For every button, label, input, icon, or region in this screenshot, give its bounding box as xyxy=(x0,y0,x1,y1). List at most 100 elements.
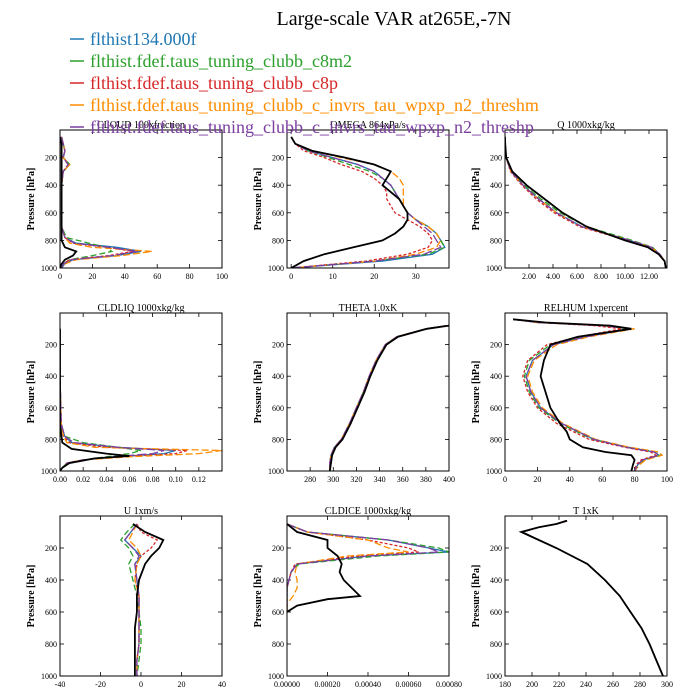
y-tick-label: 400 xyxy=(272,181,284,190)
x-tick-label: 20 xyxy=(88,272,96,281)
y-tick-label: 1000 xyxy=(268,467,284,476)
y-tick-label: 600 xyxy=(272,608,284,617)
x-tick-label: 320 xyxy=(350,475,362,484)
x-tick-label: 0.00000 xyxy=(274,680,300,689)
y-axis-label: Pressure [hPa] xyxy=(253,361,264,424)
y-tick-label: 800 xyxy=(272,640,284,649)
x-tick-label: 0.00020 xyxy=(315,680,341,689)
panel-frame xyxy=(286,129,450,269)
x-tick-label: 0.08 xyxy=(146,475,160,484)
y-tick-label: 1000 xyxy=(486,264,502,273)
y-tick-label: 200 xyxy=(272,341,284,350)
series-line-1 xyxy=(505,136,667,268)
y-tick-label: 800 xyxy=(45,236,57,245)
series-line-4 xyxy=(520,520,664,676)
x-tick-label: 0.02 xyxy=(76,475,90,484)
panel-title: CLDLIQ 1000xkg/kg xyxy=(98,303,185,314)
y-tick-label: 600 xyxy=(490,404,502,413)
y-tick-label: 1000 xyxy=(486,467,502,476)
y-tick-label: 600 xyxy=(490,209,502,218)
y-axis-label: Pressure [hPa] xyxy=(253,168,264,231)
x-tick-label: 340 xyxy=(374,475,386,484)
x-tick-label: 380 xyxy=(420,475,432,484)
x-tick-label: 180 xyxy=(499,680,511,689)
y-tick-label: 800 xyxy=(272,236,284,245)
series-line-5 xyxy=(329,324,447,471)
x-tick-label: 20 xyxy=(370,272,378,281)
legend-entry: flthist.fdef.taus_tuning_clubb_c8m2 xyxy=(90,51,352,71)
legend-entry: flthist134.000f xyxy=(90,29,197,49)
panel-frame xyxy=(59,515,223,677)
x-tick-label: 20 xyxy=(178,680,186,689)
panel-title: CLOUD 100xfraction xyxy=(97,120,185,131)
x-tick-label: -20 xyxy=(95,680,106,689)
x-tick-label: 360 xyxy=(397,475,409,484)
y-tick-label: 1000 xyxy=(486,672,502,681)
y-tick-label: 400 xyxy=(272,372,284,381)
obs-line xyxy=(518,519,664,676)
y-tick-label: 1000 xyxy=(41,467,57,476)
y-axis-label: Pressure [hPa] xyxy=(26,361,37,424)
series-line-5 xyxy=(287,523,440,612)
y-axis-label: Pressure [hPa] xyxy=(253,565,264,628)
y-tick-label: 200 xyxy=(490,154,502,163)
x-tick-label: 100 xyxy=(216,272,228,281)
series-line-2 xyxy=(119,523,142,676)
series-line-3 xyxy=(513,318,658,471)
series-line-2 xyxy=(290,136,446,268)
legend-entry: flthist.fdef.taus_tuning_clubb_c8p xyxy=(90,73,338,93)
x-tick-label: 0.00 xyxy=(53,475,67,484)
x-tick-label: 200 xyxy=(526,680,538,689)
plot-area xyxy=(287,523,449,613)
panel-frame xyxy=(59,312,223,472)
x-tick-label: 0.00060 xyxy=(396,680,422,689)
x-tick-label: 300 xyxy=(327,475,339,484)
plot-area xyxy=(513,318,664,471)
x-tick-label: 40 xyxy=(566,475,574,484)
obs-line xyxy=(505,136,667,268)
x-tick-label: 0 xyxy=(139,680,143,689)
x-tick-label: 4.00 xyxy=(546,272,560,281)
legend-entry: flthist.fdef.taus_tuning_clubb_c_invrs_t… xyxy=(90,117,534,137)
series-line-1 xyxy=(520,520,664,676)
plot-area xyxy=(328,324,449,471)
x-tick-label: 400 xyxy=(443,475,455,484)
x-tick-label: 12.00 xyxy=(640,272,658,281)
series-line-2 xyxy=(287,523,449,612)
plot-area xyxy=(60,136,153,268)
y-tick-label: 400 xyxy=(490,576,502,585)
series-line-3 xyxy=(505,136,667,268)
series-line-3 xyxy=(329,324,447,471)
y-tick-label: 800 xyxy=(490,236,502,245)
obs-line xyxy=(328,324,449,471)
x-tick-label: -40 xyxy=(55,680,66,689)
obs-line xyxy=(287,523,362,613)
series-line-3 xyxy=(290,136,434,268)
x-tick-label: 220 xyxy=(553,680,565,689)
y-tick-label: 800 xyxy=(490,640,502,649)
panel-title: T 1xK xyxy=(573,506,599,517)
series-line-4 xyxy=(329,324,447,471)
y-tick-label: 200 xyxy=(272,544,284,553)
series-line-3 xyxy=(287,523,419,612)
y-tick-label: 400 xyxy=(45,372,57,381)
y-tick-label: 600 xyxy=(45,209,57,218)
y-tick-label: 800 xyxy=(45,640,57,649)
y-axis-label: Pressure [hPa] xyxy=(471,168,482,231)
series-line-5 xyxy=(520,520,664,676)
series-line-1 xyxy=(287,523,449,612)
y-tick-label: 600 xyxy=(272,209,284,218)
panel-title: THETA 1.0xK xyxy=(339,303,398,314)
figure-title: Large-scale VAR at265E,-7N xyxy=(277,8,512,30)
x-tick-label: 8.00 xyxy=(594,272,608,281)
x-tick-label: 300 xyxy=(661,680,673,689)
series-line-5 xyxy=(60,328,165,471)
panel-title: Q 1000xkg/kg xyxy=(557,120,615,131)
panel-title: U 1xm/s xyxy=(124,506,158,517)
y-axis-label: Pressure [hPa] xyxy=(26,565,37,628)
x-tick-label: 0.04 xyxy=(99,475,113,484)
panel-frame xyxy=(59,129,223,269)
